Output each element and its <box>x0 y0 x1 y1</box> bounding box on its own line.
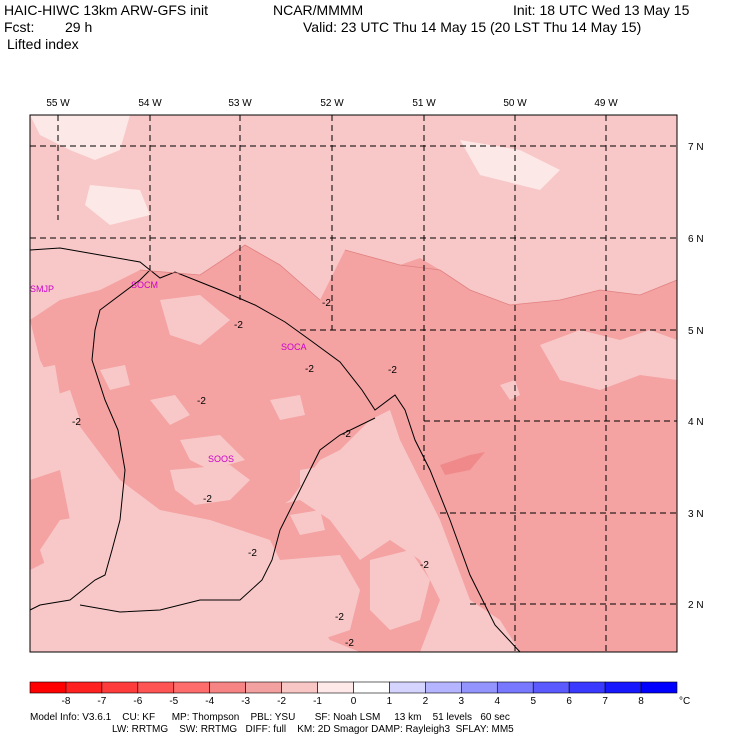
colorbar-tick: 6 <box>566 696 572 707</box>
colorbar-swatch <box>137 681 175 694</box>
colorbar-swatch <box>209 681 246 694</box>
colorbar-tick: -8 <box>61 696 70 707</box>
contour-label: -2 <box>342 429 351 440</box>
station-labels: SMJP SOCM SOCA SOOS <box>30 280 307 464</box>
colorbar-tick: 3 <box>459 696 465 707</box>
colorbar-tick: 4 <box>494 696 500 707</box>
colorbar-swatch <box>389 681 426 694</box>
contour-label: -2 <box>197 396 206 407</box>
lat-label: 5 N <box>688 326 704 337</box>
colorbar-tick: 5 <box>530 696 536 707</box>
colorbar-tick: -6 <box>133 696 142 707</box>
contour-label: -2 <box>345 638 354 649</box>
station-label-soos: SOOS <box>208 454 234 464</box>
lat-label: 6 N <box>688 234 704 245</box>
contour-label: -2 <box>388 365 397 376</box>
darker-streak <box>440 452 485 475</box>
light-shading-areas <box>30 115 560 225</box>
colorbar-swatch <box>604 681 642 694</box>
colorbar-tick: 8 <box>638 696 644 707</box>
colorbar-tick: -5 <box>169 696 178 707</box>
colorbar-tick: 2 <box>423 696 429 707</box>
station-label-soca: SOCA <box>281 342 307 352</box>
colorbar-tick: -1 <box>313 696 322 707</box>
colorbar-unit: °C <box>679 696 690 707</box>
colorbar-swatch <box>281 681 318 694</box>
lon-label: 55 W <box>46 98 70 109</box>
model-info-line2: LW: RRTMG SW: RRTMG DIFF: full KM: 2D Sm… <box>112 724 514 735</box>
colorbar-swatch <box>496 681 534 694</box>
lat-label: 3 N <box>688 509 704 520</box>
valid-time: Valid: 23 UTC Thu 14 May 15 (20 LST Thu … <box>303 19 642 35</box>
colorbar-swatch <box>461 681 498 694</box>
contour-label: -2 <box>234 320 243 331</box>
contour-label: -2 <box>420 560 429 571</box>
contour-label: -2 <box>72 417 81 428</box>
lat-gridlines <box>30 145 677 605</box>
lon-label: 49 W <box>594 98 618 109</box>
field-name: Lifted index <box>7 36 79 52</box>
lon-label: 50 W <box>503 98 527 109</box>
contour-lines <box>139 244 678 306</box>
station-label-socm: SOCM <box>131 280 158 290</box>
init-time: Init: 18 UTC Wed 13 May 15 <box>513 2 690 18</box>
lon-label: 51 W <box>412 98 436 109</box>
colorbar-tick: 7 <box>602 696 608 707</box>
colorbar-swatch <box>532 681 570 694</box>
forecast-hour: 29 h <box>65 19 93 35</box>
colorbar-tick: 1 <box>387 696 393 707</box>
colorbar-swatch <box>173 681 211 694</box>
lat-labels: 7 N 6 N 5 N 4 N 3 N 2 N <box>688 142 704 611</box>
map-frame <box>29 114 678 653</box>
contour-label: -2 <box>322 298 331 309</box>
lon-label: 53 W <box>228 98 252 109</box>
lon-labels: 55 W 54 W 53 W 52 W 51 W 50 W 49 W <box>46 98 618 109</box>
inner-light-patches <box>30 295 677 640</box>
lon-label: 54 W <box>138 98 162 109</box>
contour-label: -2 <box>305 364 314 375</box>
colorbar: -8 -7 -6 -5 -4 -3 -2 -1 0 1 2 3 4 5 6 7 8 °C <box>29 681 690 707</box>
lat-label: 7 N <box>688 142 704 153</box>
colorbar-swatch <box>568 681 606 694</box>
contour-label: -2 <box>335 612 344 623</box>
colorbar-swatch <box>425 681 462 694</box>
colorbar-swatch <box>29 681 67 694</box>
organization: NCAR/MMMM <box>273 2 364 18</box>
lon-label: 52 W <box>320 98 344 109</box>
colorbar-tick: -7 <box>97 696 106 707</box>
model-info-line1: Model Info: V3.6.1 CU: KF MP: Thompson P… <box>30 712 510 723</box>
colorbar-tick: -4 <box>205 696 214 707</box>
coastline <box>29 247 521 653</box>
colorbar-swatch <box>317 681 354 694</box>
colorbar-swatch <box>353 681 390 694</box>
lat-label: 2 N <box>688 600 704 611</box>
model-title: HAIC-HIWC 13km ARW-GFS init <box>4 2 209 18</box>
colorbar-swatch <box>640 681 678 694</box>
colorbar-tick: 0 <box>351 696 357 707</box>
colorbar-swatch <box>65 681 103 694</box>
lat-label: 4 N <box>688 417 704 428</box>
contour-label: -2 <box>248 548 257 559</box>
contour-label: -2 <box>203 494 212 505</box>
colorbar-swatch <box>245 681 282 694</box>
colorbar-swatch <box>101 681 139 694</box>
contour-labels: -2 -2 -2 -2 -2 -2 -2 -2 -2 -2 -2 -2 <box>72 298 429 649</box>
colorbar-tick: -2 <box>277 696 286 707</box>
colorbar-tick: -3 <box>241 696 250 707</box>
station-label-smjp: SMJP <box>30 284 54 294</box>
forecast-label: Fcst: <box>4 19 35 35</box>
